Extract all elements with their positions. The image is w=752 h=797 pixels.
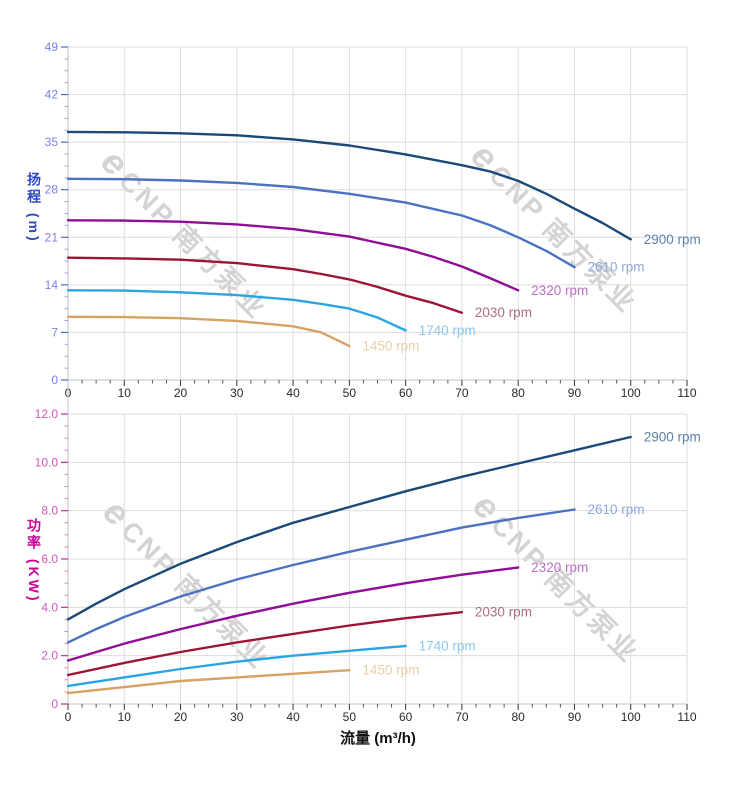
- curve-2900-rpm: [66, 435, 632, 621]
- x-tick-label: 40: [286, 710, 300, 724]
- power-axis-title: 功率 (KW): [26, 518, 42, 604]
- y-tick-label: 28: [45, 183, 59, 197]
- y-tick-label: 4.0: [41, 600, 58, 614]
- head-flow-chart: 0102030405060708090100110071421283542492…: [45, 40, 701, 400]
- x-tick-label: 20: [174, 710, 188, 724]
- x-tick-label: 110: [677, 710, 696, 724]
- x-tick-label: 70: [455, 386, 469, 400]
- y-tick-label: 10.0: [35, 455, 59, 469]
- x-tick-label: 90: [568, 710, 582, 724]
- curve-2030-rpm: [66, 611, 464, 677]
- y-tick-label: 21: [45, 230, 59, 244]
- y-tick-label: 14: [45, 278, 59, 292]
- y-tick-label: 0: [51, 373, 58, 387]
- curve-2900-rpm: [66, 130, 632, 241]
- curve-1740-rpm: [66, 644, 407, 688]
- y-tick-label: 8.0: [41, 504, 58, 518]
- curve-label-2320-rpm: 2320 rpm: [531, 283, 588, 298]
- curve-2030-rpm: [66, 256, 464, 314]
- y-tick-label: 0: [51, 697, 58, 711]
- x-tick-label: 40: [286, 386, 300, 400]
- x-tick-label: 10: [118, 710, 132, 724]
- y-tick-label: 7: [51, 325, 58, 339]
- curve-2610-rpm: [66, 177, 576, 269]
- x-tick-label: 10: [118, 386, 132, 400]
- x-tick-label: 80: [512, 386, 526, 400]
- curve-2320-rpm: [66, 219, 520, 292]
- curve-label-2900-rpm: 2900 rpm: [644, 429, 701, 444]
- head-axis-title: 扬程 (m): [26, 172, 42, 244]
- curve-label-2610-rpm: 2610 rpm: [587, 260, 644, 275]
- y-tick-label: 49: [45, 40, 59, 54]
- x-tick-label: 100: [621, 710, 641, 724]
- curve-label-1450-rpm: 1450 rpm: [362, 663, 419, 678]
- curve-1450-rpm: [66, 669, 351, 695]
- curve-1740-rpm: [66, 289, 407, 332]
- curve-label-1450-rpm: 1450 rpm: [362, 339, 419, 354]
- x-tick-label: 100: [621, 386, 641, 400]
- x-tick-label: 30: [230, 386, 244, 400]
- y-tick-label: 6.0: [41, 552, 58, 566]
- x-tick-label: 80: [512, 710, 526, 724]
- x-tick-label: 60: [399, 710, 413, 724]
- x-tick-label: 20: [174, 386, 188, 400]
- y-tick-label: 2.0: [41, 649, 58, 663]
- curve-label-2320-rpm: 2320 rpm: [531, 560, 588, 575]
- y-tick-label: 35: [45, 135, 59, 149]
- curve-2610-rpm: [66, 508, 576, 644]
- curve-1450-rpm: [66, 315, 351, 348]
- x-tick-label: 60: [399, 386, 413, 400]
- power-flow-chart: 0 10 20 30 40 50 60 70 80 90 100 110 0 2.0 4.0 6.0 8.0 10…: [35, 407, 701, 724]
- curve-label-2900-rpm: 2900 rpm: [644, 232, 701, 247]
- x-tick-label: 70: [455, 710, 469, 724]
- curve-2320-rpm: [66, 566, 520, 662]
- curve-label-2610-rpm: 2610 rpm: [587, 502, 644, 517]
- y-tick-label: 12.0: [35, 407, 59, 421]
- y-tick-label: 42: [45, 88, 59, 102]
- curve-label-1740-rpm: 1740 rpm: [419, 639, 476, 654]
- x-tick-label: 110: [677, 386, 696, 400]
- x-tick-label: 0: [65, 710, 72, 724]
- x-tick-label: 50: [343, 386, 357, 400]
- curve-label-2030-rpm: 2030 rpm: [475, 605, 532, 620]
- x-tick-label: 50: [343, 710, 357, 724]
- x-tick-label: 30: [230, 710, 244, 724]
- curve-label-1740-rpm: 1740 rpm: [419, 323, 476, 338]
- x-tick-label: 90: [568, 386, 582, 400]
- curve-label-2030-rpm: 2030 rpm: [475, 305, 532, 320]
- flow-axis-title: 流量 (m³/h): [340, 730, 416, 747]
